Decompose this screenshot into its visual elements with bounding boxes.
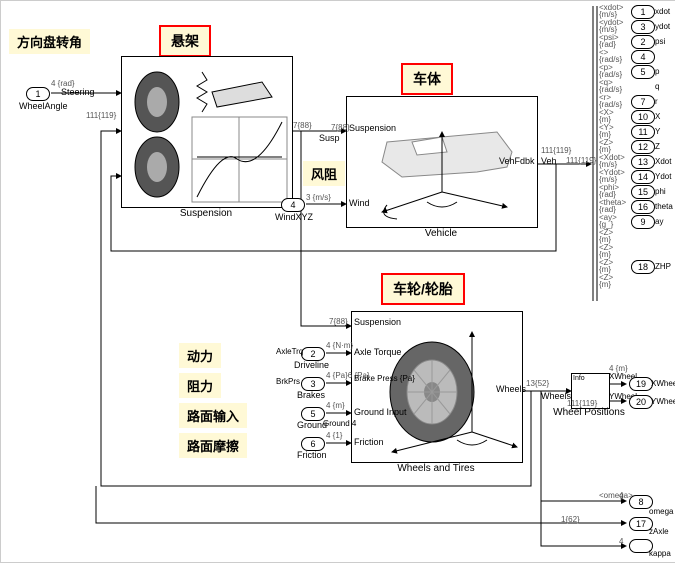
outport-name: ydot xyxy=(655,22,670,31)
inport-wheelangle[interactable]: 1 xyxy=(26,87,50,101)
outport-bubble[interactable]: 11 xyxy=(631,125,655,139)
suspension-icon xyxy=(122,57,292,207)
inport-driveline-name: Driveline xyxy=(294,360,329,370)
label-steering-angle: 方向盘转角 xyxy=(9,29,90,54)
outport-bubble[interactable]: 18 xyxy=(631,260,655,274)
inport-wind-name: WindXYZ xyxy=(275,212,313,222)
port-susp-in: Suspension xyxy=(349,123,396,133)
outport-bubble[interactable]: 13 xyxy=(631,155,655,169)
brkprs-ext: BrkPrs xyxy=(276,377,300,386)
outport-name: X xyxy=(655,112,660,121)
outport-name: Ydot xyxy=(655,172,671,181)
port-veh: Veh xyxy=(541,156,557,166)
ground4-ext: Ground 4 xyxy=(323,419,356,428)
outport-name: ZHP xyxy=(655,262,671,271)
omega-sig: <omega> xyxy=(599,491,633,500)
simulink-diagram: 方向盘转角 悬架 车体 风阻 车轮/轮胎 动力 阻力 路面输入 路面摩擦 1 W… xyxy=(0,0,675,563)
port-wind: Wind xyxy=(349,198,370,208)
inport-friction[interactable]: 6 xyxy=(301,437,325,451)
inport-friction-name: Friction xyxy=(297,450,327,460)
inport-wheelangle-name: WheelAngle xyxy=(19,101,68,111)
outport-unit: {m} xyxy=(599,280,611,289)
outport-bubble[interactable]: 15 xyxy=(631,185,655,199)
outport-bubble[interactable]: 12 xyxy=(631,140,655,154)
port-brkprs: Brake Press {Pa} xyxy=(354,374,415,383)
outport-bubble[interactable]: 2 xyxy=(631,35,655,49)
xwheel-name: XWheel xyxy=(651,379,675,388)
outport-name: phi xyxy=(655,187,666,196)
outport-name: ay xyxy=(655,217,663,226)
label-power: 动力 xyxy=(179,343,221,368)
outport-name: theta xyxy=(655,202,673,211)
driveline-unit: 4 {N·m} xyxy=(326,341,353,350)
dim-788-c: 7{88} xyxy=(329,317,348,326)
friction-unit: 4 {1} xyxy=(326,431,342,440)
outport-bubble[interactable]: 14 xyxy=(631,170,655,184)
outport-xwheel[interactable]: 19 xyxy=(629,377,653,391)
kappa-unit: 4 xyxy=(619,537,623,546)
outport-name: p xyxy=(655,67,659,76)
label-resistance: 阻力 xyxy=(179,373,221,398)
dim-1352: 13{52} xyxy=(526,379,549,388)
port-axletrq: Axle Torque xyxy=(354,347,401,357)
block-suspension-title: Suspension xyxy=(121,208,291,219)
outport-name: psi xyxy=(655,37,665,46)
axletrq-ext: AxleTrq xyxy=(276,347,303,356)
dim-788-b: 7{88} xyxy=(331,123,350,132)
block-suspension[interactable] xyxy=(121,56,293,208)
dim-111-c: 111{119} xyxy=(86,111,116,120)
outport-name: Xdot xyxy=(655,157,671,166)
label-vehicle-body: 车体 xyxy=(401,63,453,95)
outport-bubble[interactable]: 5 xyxy=(631,65,655,79)
dim-111-a: 111{119} xyxy=(541,146,571,155)
block-wheel-positions-title: Wheel Positions xyxy=(549,407,629,418)
outport-ywheel[interactable]: 20 xyxy=(629,395,653,409)
wind-unit: 3 {m/s} xyxy=(306,193,331,202)
outport-bubble[interactable]: 7 xyxy=(631,95,655,109)
label-road-friction: 路面摩擦 xyxy=(179,433,247,458)
wire-layer xyxy=(1,1,675,562)
label-wheel-tire: 车轮/轮胎 xyxy=(381,273,465,305)
block-wheels-title: Wheels and Tires xyxy=(351,463,521,474)
outport-name: q xyxy=(655,82,659,91)
inport-ground[interactable]: 5 xyxy=(301,407,325,421)
label-road-input: 路面输入 xyxy=(179,403,247,428)
xwheel-unit: 4 {m} xyxy=(609,364,628,373)
outport-bubble[interactable]: 3 xyxy=(631,20,655,34)
inport-driveline[interactable]: 2 xyxy=(301,347,325,361)
omega-unit: 4 xyxy=(619,491,623,500)
port-vehfdbk: VehFdbk xyxy=(499,156,535,166)
dim-111-d: 111{119} xyxy=(567,399,597,408)
label-suspension: 悬架 xyxy=(159,25,211,57)
wheels-port-susp: Suspension xyxy=(354,317,401,327)
label-wind-resist: 风阻 xyxy=(303,161,345,186)
outport-name: xdot xyxy=(655,7,670,16)
wheels-port-out: Wheels xyxy=(496,384,526,394)
inport-brakes[interactable]: 3 xyxy=(301,377,325,391)
port-ground: Ground Input xyxy=(354,407,407,417)
outport-bubble[interactable]: 9 xyxy=(631,215,655,229)
ywheel-name: YWheel xyxy=(651,397,675,406)
kappa-name: kappa xyxy=(649,549,671,558)
outport-bubble[interactable]: 10 xyxy=(631,110,655,124)
outport-bubble[interactable]: 1 xyxy=(631,5,655,19)
dim-788-a: 7{88} xyxy=(293,121,312,130)
outport-name: Z xyxy=(655,142,660,151)
outport-name: r xyxy=(655,97,658,106)
omega-name: omega xyxy=(649,507,673,516)
outport-bubble[interactable]: 16 xyxy=(631,200,655,214)
ground-unit: 4 {m} xyxy=(326,401,345,410)
outport-bubble[interactable]: 4 xyxy=(631,50,655,64)
block-vehicle-title: Vehicle xyxy=(346,228,536,239)
dim-111-b: 111{119} xyxy=(566,156,596,165)
inport-brakes-name: Brakes xyxy=(297,390,325,400)
steering-label: Steering xyxy=(61,87,95,97)
zaxle-name: zAxle xyxy=(649,527,669,536)
inport-wind[interactable]: 4 xyxy=(281,198,305,212)
zaxle-unit: 1{62} xyxy=(561,515,580,524)
port-susp: Susp xyxy=(319,133,340,143)
port-friction: Friction xyxy=(354,437,384,447)
outport-name: Y xyxy=(655,127,660,136)
